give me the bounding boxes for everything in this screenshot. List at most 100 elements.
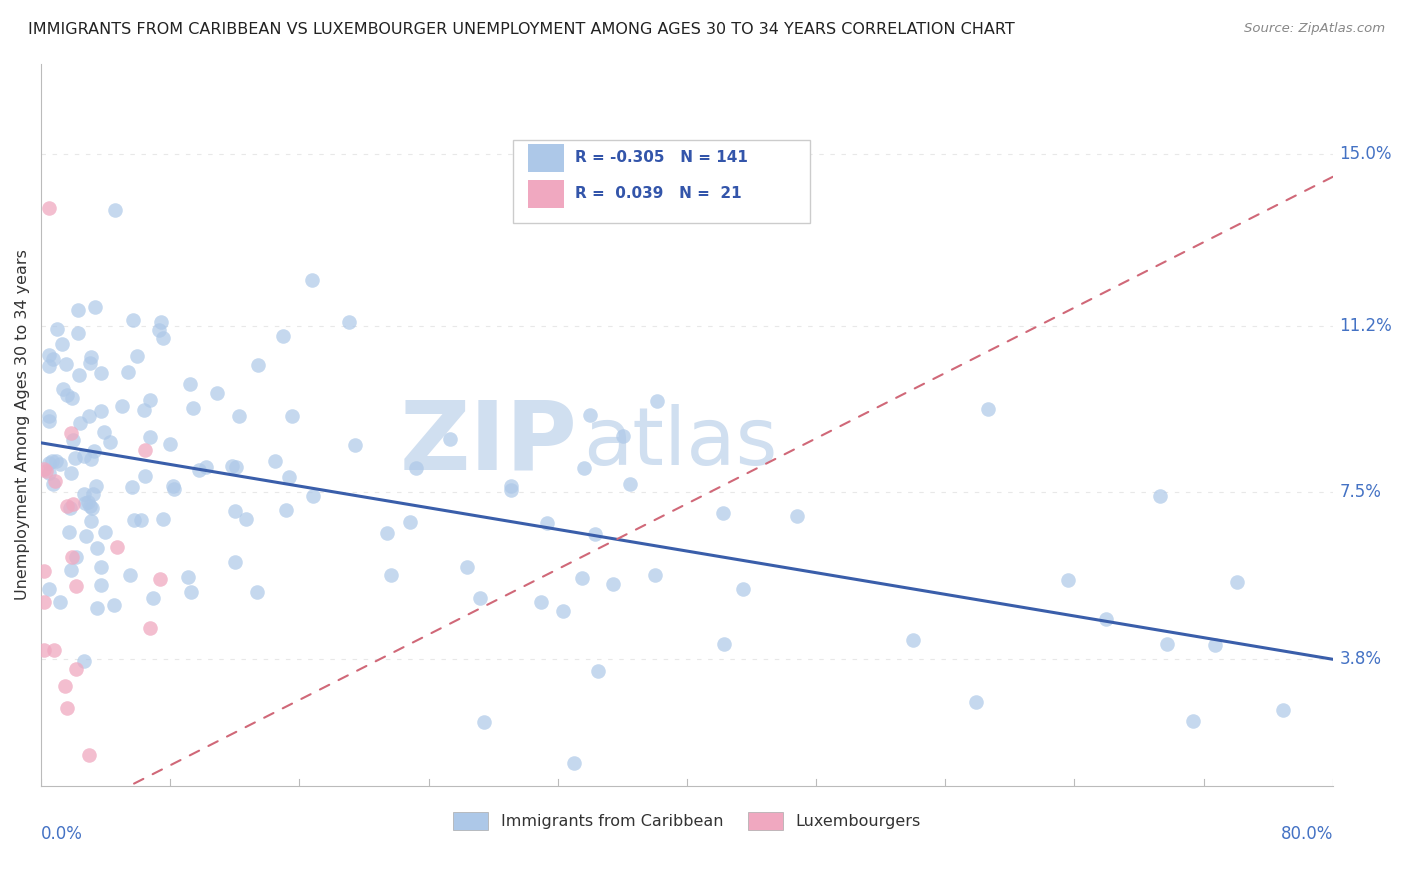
Point — [38, 456, 60, 470]
Point — [571, 571, 593, 585]
Point — [499, 479, 522, 493]
Text: IMMIGRANTS FROM CARIBBEAN VS LUXEMBOURGER UNEMPLOYMENT AMONG AGES 30 TO 34 YEARS: IMMIGRANTS FROM CARIBBEAN VS LUXEMBOURGE… — [28, 22, 1015, 37]
Point — [377, 525, 399, 540]
Point — [73, 487, 96, 501]
Point — [499, 483, 522, 497]
Point — [1272, 703, 1295, 717]
Point — [41, 454, 63, 468]
Point — [150, 315, 173, 329]
Point — [1156, 637, 1178, 651]
Point — [117, 365, 139, 379]
Text: 7.5%: 7.5% — [1340, 483, 1381, 501]
Point — [162, 479, 184, 493]
Point — [90, 559, 112, 574]
Point — [612, 429, 634, 443]
Point — [44, 475, 66, 489]
Point — [66, 302, 89, 317]
Point — [98, 435, 121, 450]
Point — [122, 313, 145, 327]
Point — [58, 524, 80, 539]
Point — [246, 585, 269, 599]
Point — [343, 438, 366, 452]
Point — [572, 460, 595, 475]
Point — [49, 457, 72, 471]
Point — [301, 273, 323, 287]
Point — [224, 504, 246, 518]
Point — [34, 462, 56, 476]
Point — [48, 595, 70, 609]
Point — [62, 434, 84, 448]
Point — [148, 323, 170, 337]
Point — [583, 527, 606, 541]
Point — [75, 529, 97, 543]
Point — [246, 358, 269, 372]
Point — [183, 401, 205, 415]
Point — [149, 572, 172, 586]
Point — [83, 444, 105, 458]
Point — [34, 595, 56, 609]
Text: 3.8%: 3.8% — [1340, 650, 1381, 668]
Point — [901, 632, 924, 647]
Point — [221, 458, 243, 473]
Point — [553, 604, 575, 618]
Point — [1149, 489, 1171, 503]
Point — [439, 432, 461, 446]
Point — [56, 701, 79, 715]
Point — [274, 503, 297, 517]
Point — [59, 563, 82, 577]
Point — [264, 453, 287, 467]
Point — [711, 506, 734, 520]
Point — [536, 516, 558, 530]
Point — [83, 300, 105, 314]
Point — [1226, 574, 1249, 589]
Point — [56, 500, 79, 514]
Point — [38, 202, 60, 216]
Point — [152, 511, 174, 525]
Point — [177, 569, 200, 583]
Text: 11.2%: 11.2% — [1340, 317, 1392, 334]
Point — [38, 414, 60, 428]
Point — [107, 541, 129, 555]
Point — [235, 512, 257, 526]
Point — [132, 402, 155, 417]
Point — [45, 454, 67, 468]
Text: R = -0.305   N = 141: R = -0.305 N = 141 — [575, 151, 748, 165]
Point — [644, 568, 666, 582]
Text: 80.0%: 80.0% — [1281, 825, 1333, 843]
Point — [195, 460, 218, 475]
Point — [456, 559, 478, 574]
Point — [65, 662, 87, 676]
Point — [65, 580, 87, 594]
Point — [94, 525, 117, 540]
Point — [579, 408, 602, 422]
Point — [53, 679, 76, 693]
Point — [34, 564, 56, 578]
Point — [79, 500, 101, 514]
Point — [60, 549, 83, 564]
FancyBboxPatch shape — [529, 145, 564, 171]
Point — [472, 714, 495, 729]
Point — [52, 382, 75, 396]
Point — [228, 409, 250, 423]
Point — [35, 464, 58, 478]
Point — [163, 482, 186, 496]
Point — [80, 514, 103, 528]
Point — [188, 463, 211, 477]
Point — [139, 621, 162, 635]
FancyBboxPatch shape — [513, 140, 810, 223]
Point — [159, 437, 181, 451]
Text: 15.0%: 15.0% — [1340, 145, 1392, 163]
Point — [619, 476, 641, 491]
Point — [34, 643, 56, 657]
Point — [470, 591, 492, 605]
Point — [121, 480, 143, 494]
Point — [60, 425, 83, 440]
Point — [786, 508, 808, 523]
Point — [38, 348, 60, 362]
Point — [65, 550, 87, 565]
Point — [42, 643, 65, 657]
Point — [142, 591, 165, 605]
Point — [152, 331, 174, 345]
Point — [56, 388, 79, 402]
Point — [588, 664, 610, 678]
